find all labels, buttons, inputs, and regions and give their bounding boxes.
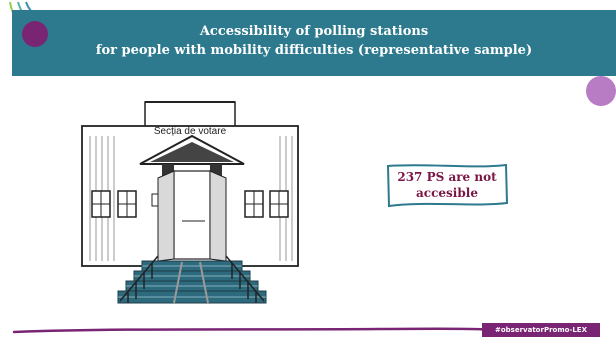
page-title-line-2: for people with mobility difficulties (r…: [95, 43, 533, 58]
polling-station-illustration: Secția de votare: [81, 101, 299, 304]
callout-line-1: 237 PS are not: [397, 170, 497, 184]
polling-station-sign: Secția de votare: [154, 126, 227, 137]
callout-text: 237 PS are not accesible: [384, 169, 510, 201]
callout-box: 237 PS are not accesible: [384, 163, 510, 208]
decorative-circle-right: [586, 76, 616, 106]
callout-line-2: accesible: [416, 186, 478, 200]
header-banner: Accessibility of polling stations for pe…: [12, 10, 616, 76]
callout-border: [386, 163, 509, 208]
page-title-line-1: Accessibility of polling stations: [199, 24, 429, 39]
page-title: Accessibility of polling stations for pe…: [12, 22, 616, 60]
footer-hashtag: #observatorPromo-LEX: [482, 323, 600, 337]
decorative-circle-left: [22, 21, 48, 47]
